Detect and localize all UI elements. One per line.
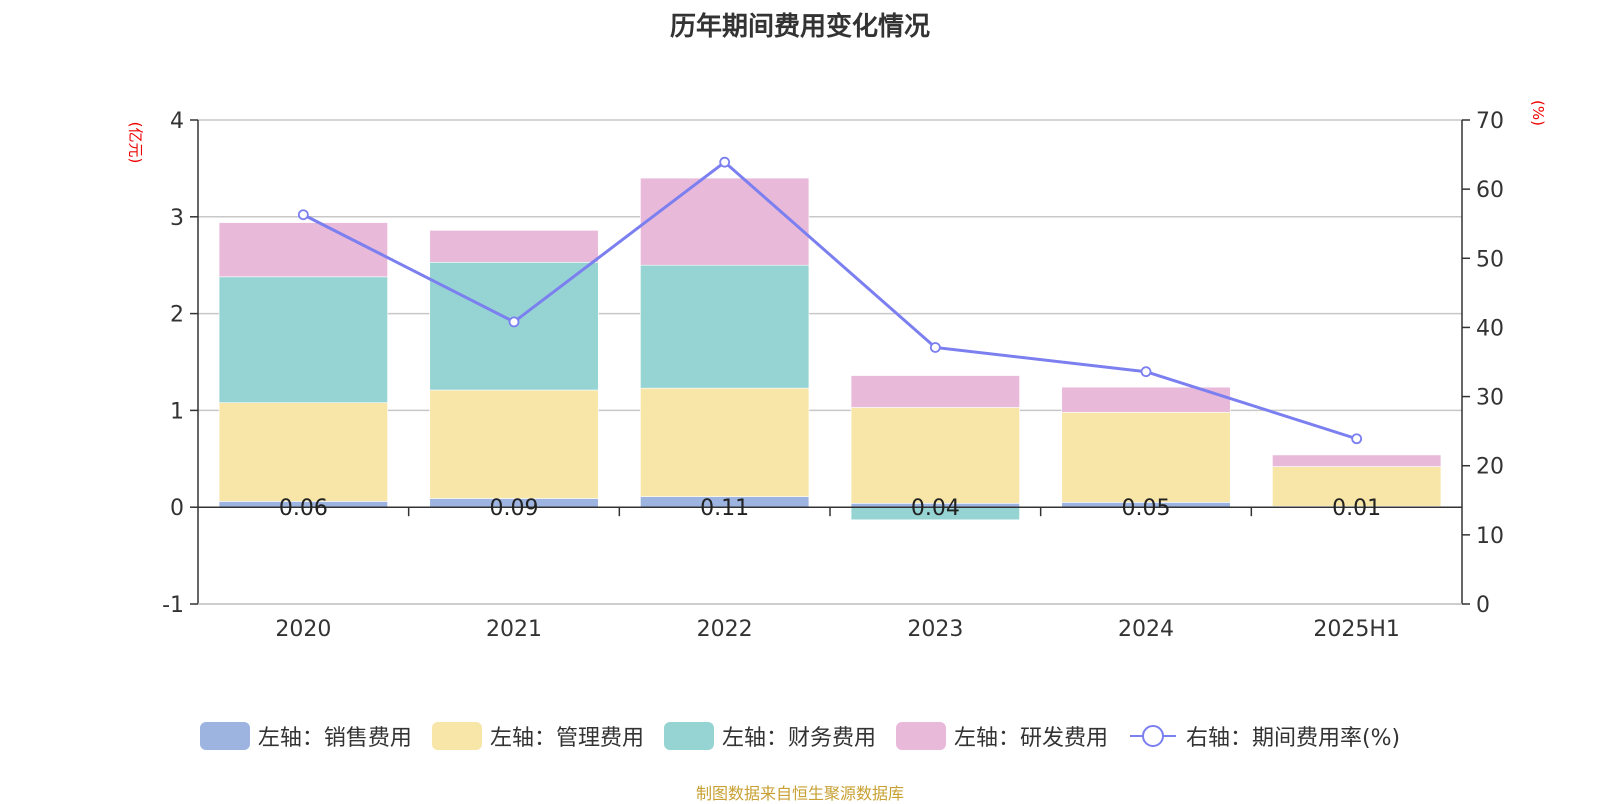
left-tick-label: 3 [170,206,184,231]
legend-item-expense-rate[interactable]: 右轴：期间费用率(%) [1128,720,1400,752]
x-category-label: 2020 [275,617,331,642]
right-tick-label: 50 [1476,247,1504,272]
legend-label-finance: 左轴：财务费用 [721,726,876,751]
bar-segment-s1-2023 [850,407,1020,504]
left-tick-label: 1 [170,399,184,424]
right-tick-label: 70 [1476,109,1504,134]
expense-rate-point [929,342,941,353]
legend-swatch-finance [663,722,714,750]
legend: 左轴：销售费用 左轴：管理费用 左轴：财务费用 左轴：研发费用 右轴：期间费用率… [0,718,1600,754]
bar-segment-s1-2022 [640,387,810,497]
right-tick-label: 60 [1476,178,1504,203]
data-label-sales: 0.09 [490,496,539,521]
left-tick-label: 2 [170,303,184,328]
legend-swatch-rnd [895,722,946,750]
legend-item-finance[interactable]: 左轴：财务费用 [663,720,876,752]
legend-swatch-admin [431,722,482,750]
bar-segment-s3-2020 [218,222,388,278]
x-category-label: 2023 [907,617,963,642]
bar-segment-s3-2025H1 [1272,454,1442,467]
bar-segment-s1-2024 [1061,412,1231,503]
expense-rate-point [508,316,520,328]
expense-rate-point [1140,366,1152,378]
legend-item-sales[interactable]: 左轴：销售费用 [199,720,412,752]
bar-segment-s3-2021 [429,230,599,263]
expense-rate-point [297,209,309,221]
chart-title: 历年期间费用变化情况 [669,12,930,42]
data-label-sales: 0.04 [911,496,960,521]
bar-segment-s1-2020 [218,402,388,502]
expense-rate-point [719,156,731,168]
data-label-sales: 0.01 [1332,496,1381,521]
expense-rate-line [302,160,1358,441]
legend-item-admin[interactable]: 左轴：管理费用 [431,720,644,752]
left-tick-label: -1 [162,593,184,618]
legend-line-marker-icon [1129,725,1176,747]
data-label-sales: 0.05 [1122,496,1171,521]
bar-segment-s1-2021 [429,389,599,499]
bar-segment-s3-2024 [1061,386,1231,413]
legend-label-expense-rate: 右轴：期间费用率(%) [1185,726,1401,751]
expense-rate-point [1351,433,1363,445]
x-category-label: 2022 [697,617,753,642]
left-tick-label: 0 [170,496,184,521]
bar-segment-s3-2023 [850,375,1020,408]
data-label-sales: 0.11 [700,496,749,521]
legend-item-rnd[interactable]: 左轴：研发费用 [895,720,1108,752]
bar-segment-s2-2022 [640,264,810,389]
x-category-label: 2025H1 [1313,617,1400,642]
bar-segment-s3-2022 [640,177,810,266]
legend-label-rnd: 左轴：研发费用 [953,726,1108,751]
right-tick-label: 10 [1476,524,1504,549]
right-tick-label: 30 [1476,386,1504,411]
x-category-label: 2021 [486,617,542,642]
data-source-note: 制图数据来自恒生聚源数据库 [695,784,904,803]
legend-swatch-sales [199,722,250,750]
right-tick-label: 0 [1476,593,1490,618]
legend-label-admin: 左轴：管理费用 [489,726,644,751]
right-tick-label: 20 [1476,455,1504,480]
legend-label-sales: 左轴：销售费用 [257,726,412,751]
left-tick-label: 4 [170,109,184,134]
bar-segment-s2-2020 [218,276,388,403]
x-category-label: 2024 [1118,617,1174,642]
data-label-sales: 0.06 [279,496,328,521]
right-tick-label: 40 [1476,316,1504,341]
